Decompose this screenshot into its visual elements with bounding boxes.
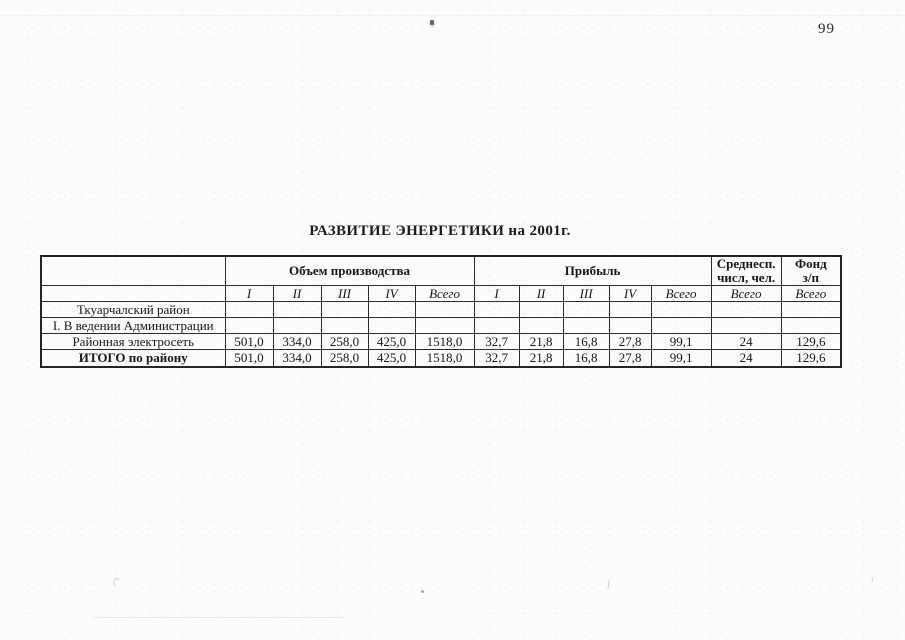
table-cell — [562, 317, 610, 334]
table-row-total: ИТОГО по району 501,0 334,0 258,0 425,0 … — [40, 349, 842, 368]
subheader-empty-cell — [40, 285, 226, 302]
table-cell — [224, 301, 274, 318]
scan-artifact-smudge — [112, 577, 123, 589]
table-cell: 129,6 — [780, 349, 842, 368]
scan-artifact-line — [93, 617, 343, 618]
table-cell: 32,7 — [473, 333, 520, 350]
subheader-profit-q1: I — [473, 285, 520, 302]
scan-artifact-smudge — [868, 576, 873, 583]
subheader-volume-q3: III — [320, 285, 369, 302]
header-avg-staff-line2: числ, чел. — [717, 270, 776, 285]
header-profit: Прибыль — [473, 255, 712, 286]
header-payroll-fund-line1: Фонд — [794, 256, 827, 271]
table-cell — [224, 317, 274, 334]
subheader-profit-total: Всего — [650, 285, 712, 302]
table-row-electroset: Районная электросеть 501,0 334,0 258,0 4… — [40, 333, 842, 350]
table-cell — [367, 301, 416, 318]
table-cell — [650, 317, 712, 334]
table-cell: 24 — [710, 349, 782, 368]
table-cell — [473, 301, 520, 318]
table-cell — [562, 301, 610, 318]
header-payroll-fund-line2: з/п — [802, 270, 819, 285]
table-group-header-row: Объем производства Прибыль Среднесп. чис… — [40, 255, 842, 286]
scan-artifact-smudge — [607, 579, 615, 590]
subheader-profit-q4: IV — [608, 285, 652, 302]
row-label: Ткуарчалский район — [40, 301, 226, 318]
header-avg-staff-line1: Среднесп. — [716, 256, 776, 271]
table-cell: 129,6 — [780, 333, 842, 350]
table-cell — [272, 317, 322, 334]
table-cell: 334,0 — [272, 349, 322, 368]
table-cell — [414, 301, 475, 318]
subheader-volume-q1: I — [224, 285, 274, 302]
table-cell — [518, 301, 564, 318]
table-cell: 501,0 — [224, 349, 274, 368]
row-label: ИТОГО по району — [40, 349, 226, 368]
table-cell — [414, 317, 475, 334]
table-cell — [710, 317, 782, 334]
table-cell: 24 — [710, 333, 782, 350]
table-cell — [473, 317, 520, 334]
table-cell — [367, 317, 416, 334]
subheader-volume-q2: II — [272, 285, 322, 302]
table-cell: 21,8 — [518, 333, 564, 350]
table-subheader-row: I II III IV Всего I II III IV Всего Всег… — [40, 285, 842, 302]
table-cell: 258,0 — [320, 333, 369, 350]
header-payroll-fund: Фонд з/п — [780, 255, 842, 286]
header-avg-staff: Среднесп. числ, чел. — [710, 255, 782, 286]
scan-artifact-dot — [430, 20, 434, 25]
table-cell: 334,0 — [272, 333, 322, 350]
energy-table-container: Объем производства Прибыль Среднесп. чис… — [40, 255, 843, 368]
table-cell: 32,7 — [473, 349, 520, 368]
scan-artifact-topline — [0, 15, 905, 16]
table-cell: 425,0 — [367, 333, 416, 350]
row-label: I. В ведении Администрации — [40, 317, 226, 334]
table-cell: 258,0 — [320, 349, 369, 368]
table-cell — [320, 317, 369, 334]
table-cell: 27,8 — [608, 333, 652, 350]
table-cell — [608, 301, 652, 318]
subheader-volume-total: Всего — [414, 285, 475, 302]
table-cell — [710, 301, 782, 318]
table-cell: 99,1 — [650, 349, 712, 368]
row-label: Районная электросеть — [40, 333, 226, 350]
table-cell — [780, 317, 842, 334]
table-cell: 1518,0 — [414, 333, 475, 350]
table-cell — [650, 301, 712, 318]
table-cell — [608, 317, 652, 334]
subheader-avg-staff-total: Всего — [710, 285, 782, 302]
header-empty-cell — [40, 255, 226, 286]
table-cell — [780, 301, 842, 318]
table-row-district: Ткуарчалский район — [40, 301, 842, 318]
table-cell: 27,8 — [608, 349, 652, 368]
table-cell: 21,8 — [518, 349, 564, 368]
document-title: РАЗВИТИЕ ЭНЕРГЕТИКИ на 2001г. — [309, 223, 571, 239]
subheader-profit-q3: III — [562, 285, 610, 302]
subheader-volume-q4: IV — [367, 285, 416, 302]
table-cell: 16,8 — [562, 333, 610, 350]
table-cell — [272, 301, 322, 318]
scan-artifact-dot — [421, 590, 424, 593]
page-number: 99 — [818, 21, 835, 37]
table-cell: 1518,0 — [414, 349, 475, 368]
header-production-volume: Объем производства — [224, 255, 475, 286]
table-cell — [518, 317, 564, 334]
table-cell: 99,1 — [650, 333, 712, 350]
subheader-profit-q2: II — [518, 285, 564, 302]
subheader-payroll-total: Всего — [780, 285, 842, 302]
table-cell: 16,8 — [562, 349, 610, 368]
table-cell: 425,0 — [367, 349, 416, 368]
energy-development-table: Объем производства Прибыль Среднесп. чис… — [40, 255, 843, 368]
table-cell: 501,0 — [224, 333, 274, 350]
table-cell — [320, 301, 369, 318]
table-row-administration: I. В ведении Администрации — [40, 317, 842, 334]
